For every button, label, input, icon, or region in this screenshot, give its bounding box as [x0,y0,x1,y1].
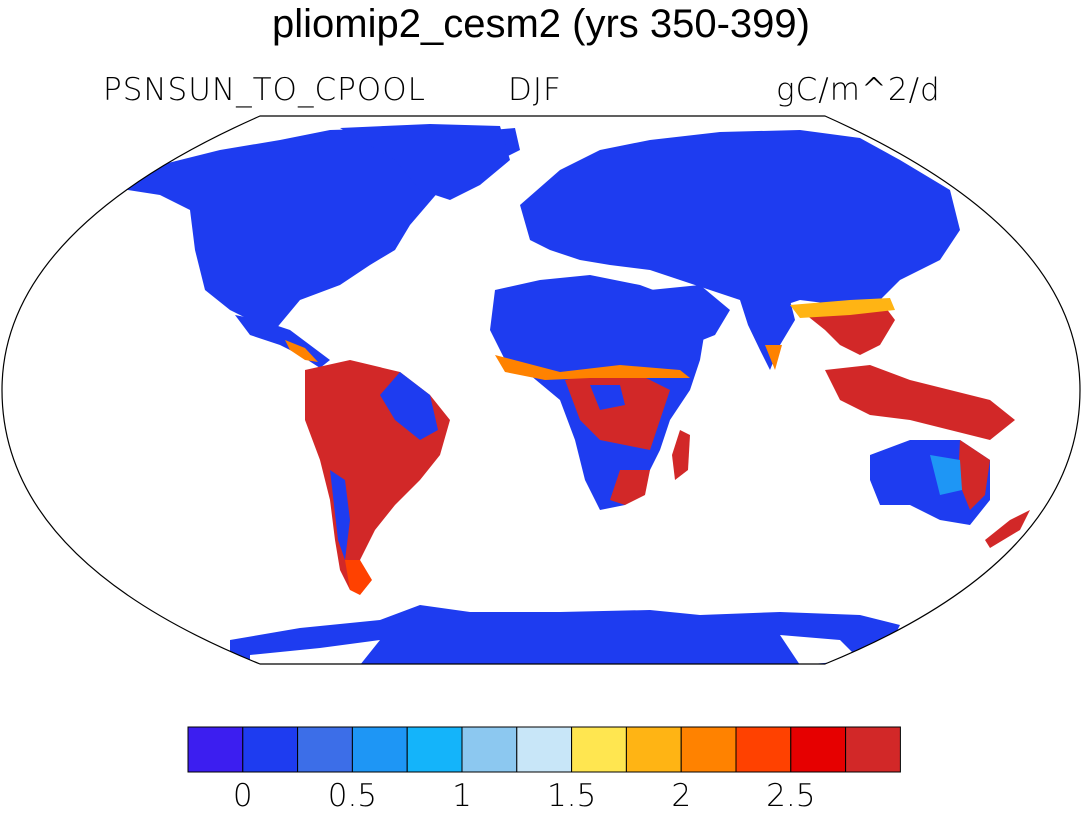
colorbar-box [297,726,353,773]
colorbar-box [516,726,573,773]
land-arabia [650,285,730,345]
colorbar-box [406,726,463,773]
colorbar-box [845,726,901,773]
units-label: gC/m^2/d [776,72,941,108]
colorbar-tick-label: 2 [671,778,692,814]
colorbar-box [790,726,847,773]
colorbar-box [187,726,244,773]
map-boundary [1,115,1081,665]
land-new-zealand [985,510,1030,548]
land-antarctica [230,605,900,664]
variable-label: PSNSUN_TO_CPOOL [103,72,426,108]
colorbar-box [571,726,627,773]
colorbar-box [735,726,792,773]
land-maritime-continent [825,365,1015,440]
land-india [740,300,795,370]
colorbar-box [680,726,737,773]
colorbar-tick-label: 0.5 [327,778,378,814]
colorbar-box [625,726,682,773]
colorbar-box [351,726,408,773]
colorbar-tick-label: 0 [232,778,253,814]
season-label: DJF [508,72,562,108]
colorbar-tick-label: 1 [452,778,472,814]
colorbar-tick-label: 1.5 [546,778,597,814]
colorbar-box [461,726,518,773]
colorbar-box [242,726,299,773]
land-eurasia [520,130,960,310]
land-greenland [340,124,510,200]
land-madagascar [672,430,690,480]
figure-title: pliomip2_cesm2 (yrs 350-399) [271,2,810,46]
colorbar-tick-label: 2.5 [766,778,816,814]
